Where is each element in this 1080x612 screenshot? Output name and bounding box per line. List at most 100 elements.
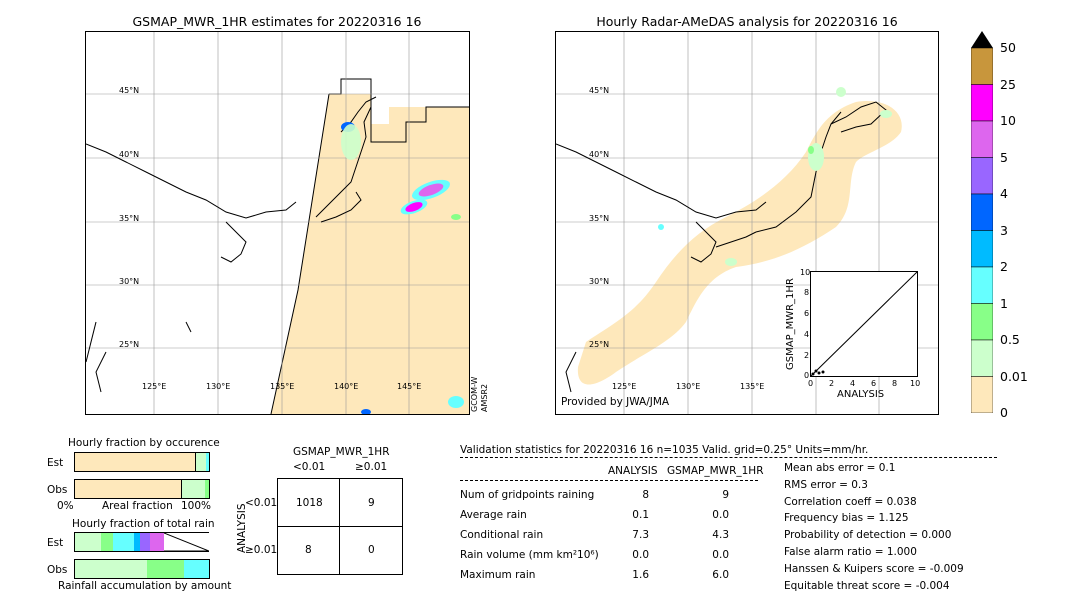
contingency-row-label: ≥0.01 bbox=[245, 544, 278, 556]
sensor-label: GCOM-W bbox=[470, 376, 479, 412]
validation-row-analysis: 1.6 bbox=[632, 569, 649, 581]
validation-row-label: Rain volume (mm km²10⁶) bbox=[460, 549, 599, 561]
colorbar-label: 0.01 bbox=[1000, 368, 1028, 384]
right-map: 45°N 40°N 35°N 30°N 25°N 125°E 130°E 135… bbox=[555, 31, 939, 415]
inset-scatter bbox=[810, 271, 918, 377]
validation-header: Validation statistics for 20220316 16 n=… bbox=[460, 444, 869, 456]
occurrence-axis-right: 100% bbox=[181, 500, 212, 512]
colorbar-label: 1 bbox=[1000, 295, 1008, 311]
scatter-point bbox=[821, 370, 825, 374]
lon-label: 145°E bbox=[397, 382, 422, 391]
validation-row-analysis: 0.1 bbox=[632, 509, 649, 521]
left-map: 45°N 40°N 35°N 30°N 25°N 125°E 130°E 135… bbox=[85, 31, 470, 415]
contingency-cell: 8 bbox=[305, 544, 312, 556]
lon-label: 135°E bbox=[270, 382, 295, 391]
diagonal-line bbox=[810, 271, 918, 377]
colorbar-swatch bbox=[970, 193, 994, 231]
colorbar-swatch bbox=[970, 157, 994, 195]
inset-xtick: 0 bbox=[808, 379, 814, 388]
occurrence-bar-est bbox=[74, 452, 210, 472]
scatter-point bbox=[817, 371, 821, 375]
lon-label: 125°E bbox=[142, 382, 167, 391]
total-rain-title: Hourly fraction of total rain bbox=[72, 518, 215, 530]
occurrence-bar-obs bbox=[74, 479, 210, 499]
colorbar-label: 4 bbox=[1000, 186, 1008, 201]
colorbar-swatch bbox=[970, 47, 994, 85]
occurrence-axis-left: 0% bbox=[57, 500, 74, 512]
validation-score: Mean abs error = 0.1 bbox=[784, 462, 896, 474]
lat-label: 30°N bbox=[589, 277, 610, 286]
credit-label: Provided by JWA/JMA bbox=[561, 396, 670, 408]
lon-label: 135°E bbox=[740, 382, 765, 391]
validation-row-label: Conditional rain bbox=[460, 529, 544, 541]
inset-ytick: 6 bbox=[804, 309, 810, 318]
occurrence-row-obs: Obs bbox=[47, 484, 68, 496]
contingency-title: GSMAP_MWR_1HR bbox=[293, 446, 390, 458]
total-rain-bar-est bbox=[74, 532, 209, 552]
scatter-point bbox=[814, 369, 818, 373]
colorbar-canvas bbox=[970, 31, 994, 414]
contingency-cell: 0 bbox=[368, 544, 375, 556]
inset-xtick: 6 bbox=[871, 379, 877, 388]
inset-xtick: 10 bbox=[910, 379, 921, 388]
lon-label: 130°E bbox=[206, 382, 231, 391]
right-rain bbox=[658, 87, 892, 266]
inset-ytick: 0 bbox=[804, 371, 810, 380]
lat-label: 25°N bbox=[119, 340, 140, 349]
colorbar-swatch bbox=[970, 230, 994, 268]
right-map-title: Hourly Radar-AMeDAS analysis for 2022031… bbox=[596, 14, 898, 29]
lat-label: 35°N bbox=[589, 214, 610, 223]
validation-col-gsmap: GSMAP_MWR_1HR bbox=[667, 465, 764, 477]
validation-row-analysis: 7.3 bbox=[632, 529, 649, 541]
lat-label: 45°N bbox=[589, 86, 610, 95]
colorbar-swatch bbox=[970, 266, 994, 304]
validation-row-gsmap: 9 bbox=[722, 489, 729, 501]
inset-xtick: 4 bbox=[850, 379, 856, 388]
colorbar-label: 25 bbox=[1000, 76, 1016, 92]
inset-xtick: 8 bbox=[892, 379, 898, 388]
colorbar-label: 3 bbox=[1000, 222, 1008, 238]
validation-score: Correlation coeff = 0.038 bbox=[784, 495, 917, 508]
colorbar bbox=[970, 31, 994, 414]
lat-label: 25°N bbox=[589, 340, 610, 349]
colorbar-label: 0.5 bbox=[1000, 332, 1020, 347]
validation-score: Equitable threat score = -0.004 bbox=[784, 579, 950, 592]
validation-score: False alarm ratio = 1.000 bbox=[784, 546, 917, 558]
left-map-canvas bbox=[86, 32, 469, 414]
lon-label: 125°E bbox=[612, 382, 637, 391]
colorbar-label: 2 bbox=[1000, 259, 1008, 274]
lat-label: 30°N bbox=[119, 277, 140, 286]
contingency-col-label: ≥0.01 bbox=[355, 461, 388, 473]
lon-label: 140°E bbox=[334, 382, 359, 391]
validation-score: Hanssen & Kuipers score = -0.009 bbox=[784, 562, 964, 575]
colorbar-label: 10 bbox=[1000, 113, 1016, 128]
validation-divider bbox=[460, 457, 997, 458]
validation-col-analysis: ANALYSIS bbox=[608, 465, 658, 477]
colorbar-label: 0 bbox=[1000, 405, 1008, 420]
validation-subdivider bbox=[460, 480, 758, 481]
left-rain bbox=[341, 122, 464, 414]
colorbar-swatch bbox=[970, 339, 994, 377]
inset-ytick: 2 bbox=[804, 351, 810, 360]
inset-ytick: 4 bbox=[804, 330, 810, 339]
radar-coverage bbox=[577, 101, 902, 385]
total-rain-row-obs: Obs bbox=[47, 564, 68, 576]
lon-label: 130°E bbox=[676, 382, 701, 391]
validation-score: Frequency bias = 1.125 bbox=[784, 512, 909, 525]
validation-row-label: Average rain bbox=[460, 509, 527, 521]
lat-label: 40°N bbox=[119, 150, 140, 159]
scatter-point bbox=[811, 372, 815, 376]
validation-row-analysis: 8 bbox=[642, 489, 649, 501]
lat-label: 35°N bbox=[119, 214, 140, 223]
contingency-col-label: <0.01 bbox=[293, 461, 326, 473]
validation-row-gsmap: 4.3 bbox=[712, 529, 729, 541]
total-rain-bar-obs bbox=[74, 559, 210, 579]
sensor-label: AMSR2 bbox=[480, 383, 489, 412]
inset-xtick: 2 bbox=[829, 379, 835, 388]
colorbar-swatch bbox=[970, 84, 994, 122]
total-rain-footer: Rainfall accumulation by amount bbox=[58, 580, 232, 592]
validation-row-analysis: 0.0 bbox=[632, 549, 649, 561]
occurrence-row-est: Est bbox=[47, 457, 64, 469]
colorbar-swatch bbox=[970, 120, 994, 158]
colorbar-swatch bbox=[970, 376, 994, 414]
